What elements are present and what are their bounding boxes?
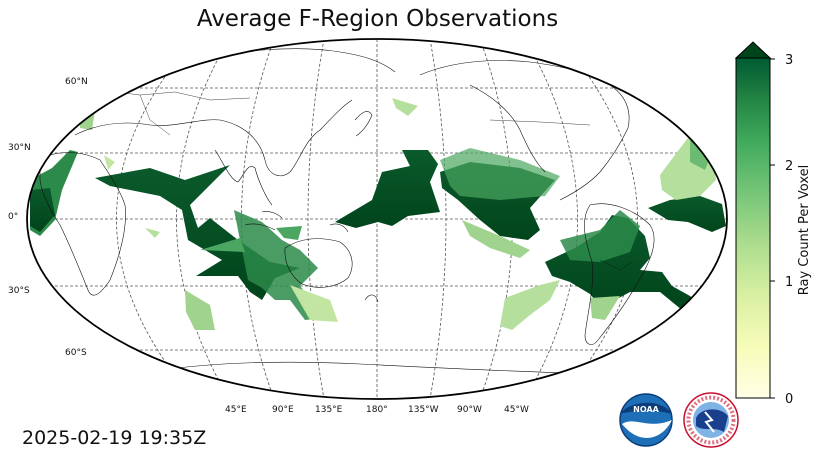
lon-label-90e: 90°E	[272, 405, 294, 415]
lat-label-60s: 60°S	[65, 348, 87, 358]
colorbar-tick-2: 2	[785, 159, 793, 174]
lat-label-60n: 60°N	[65, 77, 88, 87]
lon-label-45w: 45°W	[504, 405, 529, 415]
lon-label-90w: 90°W	[457, 405, 482, 415]
lat-label-equator: 0°	[8, 212, 18, 222]
observation-fields	[30, 98, 726, 330]
globe-outline	[26, 38, 728, 400]
lat-label-30n: 30°N	[8, 143, 31, 153]
lon-label-135e: 135°E	[315, 405, 343, 415]
colorbar-extend-arrow	[734, 41, 772, 59]
chart-title: Average F-Region Observations	[196, 6, 559, 32]
lon-label-180: 180°	[366, 405, 388, 415]
colorbar-tick-1: 1	[785, 275, 793, 290]
timestamp: 2025-02-19 19:35Z	[22, 427, 207, 449]
nws-logo	[683, 392, 739, 448]
noaa-logo: NOAA	[619, 393, 673, 447]
lon-label-135w: 135°W	[408, 405, 439, 415]
colorbar-ticks	[770, 58, 775, 399]
lat-label-30s: 30°S	[8, 286, 30, 296]
noaa-logo-text: NOAA	[633, 405, 659, 414]
lon-label-45e: 45°E	[225, 405, 247, 415]
colorbar-tick-0: 0	[785, 392, 793, 407]
colorbar-gradient	[735, 57, 771, 399]
colorbar-label: Ray Count Per Voxel	[797, 165, 812, 295]
colorbar-tick-3: 3	[785, 53, 793, 68]
